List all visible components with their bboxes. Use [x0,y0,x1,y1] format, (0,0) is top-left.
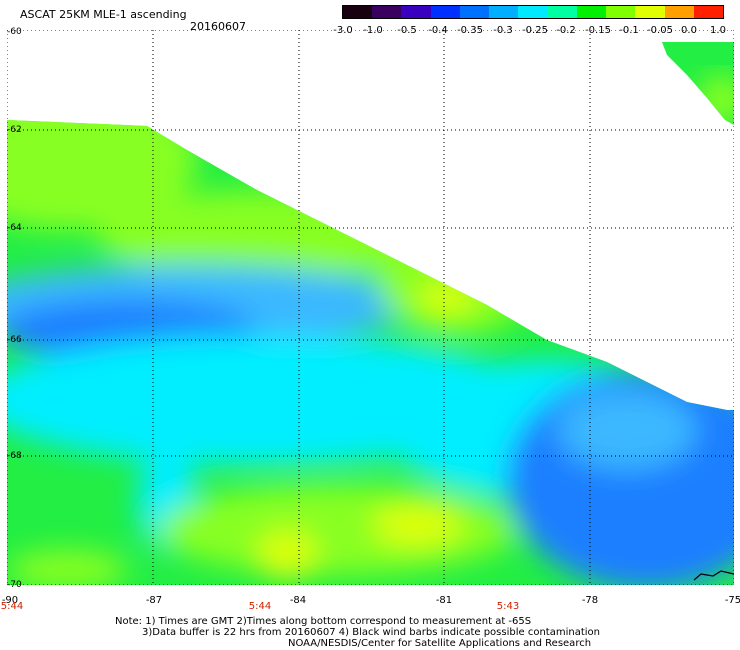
time-label: 5:43 [496,601,520,612]
longitude-label: -75 [724,595,740,606]
colorbar-swatch [693,6,724,18]
field-yellow-south [372,503,462,547]
latitude-label: -60 [7,27,22,37]
field-yellow-east [417,282,477,314]
colorbar-label: -0.1 [619,25,639,36]
product-title: ASCAT 25KM MLE-1 ascending [20,8,187,21]
latitude-label: -62 [7,125,22,135]
colorbar-label: -0.15 [585,25,611,36]
colorbar-swatch [518,6,548,18]
wind-map [7,30,734,585]
longitude-label: -87 [145,595,163,606]
note-line-2: 3)Data buffer is 22 hrs from 20160607 4)… [142,627,600,638]
latitude-label: -64 [7,223,22,233]
colorbar-label: -1.0 [363,25,383,36]
colorbar-label: 1.0 [710,25,726,36]
graticule [7,30,734,585]
colorbar-label: -0.4 [428,25,448,36]
note-line-1: Note: 1) Times are GMT 2)Times along bot… [115,616,532,627]
colorbar-label: -0.2 [556,25,576,36]
time-label: 5:44 [0,601,24,612]
field-lime-south [157,485,517,575]
longitude-label: -90 [1,595,19,606]
latitude-label: -70 [7,580,22,590]
longitude-label: -78 [581,595,599,606]
colorbar-swatch [489,6,519,18]
note-line-3: NOAA/NESDIS/Center for Satellite Applica… [288,638,592,649]
latitude-label: -66 [7,335,22,345]
longitude-label: -84 [289,595,307,606]
latitude-label: -68 [7,451,22,461]
longitude-label: -81 [435,595,453,606]
field-lime-east [377,225,537,335]
colorbar-swatch [547,6,577,18]
colorbar [342,5,724,19]
colorbar-swatch [459,6,490,18]
colorbar-swatch [343,6,373,18]
swath-main [7,30,734,585]
colorbar-swatch [576,6,607,18]
field-lightblue-se [557,390,697,470]
time-label: 5:44 [248,601,272,612]
colorbar-label: -0.35 [457,25,483,36]
field-lime-sw [7,550,127,585]
colorbar-swatch [635,6,665,18]
colorbar-swatch [664,6,694,18]
colorbar-swatch [606,6,636,18]
colorbar-label: 0.0 [681,25,697,36]
colorbar-swatch [372,6,402,18]
swath-ne [662,42,734,125]
coastline [693,570,734,581]
field-yellow-s2 [257,530,317,580]
colorbar-swatch [401,6,431,18]
colorbar-swatch [430,6,460,18]
